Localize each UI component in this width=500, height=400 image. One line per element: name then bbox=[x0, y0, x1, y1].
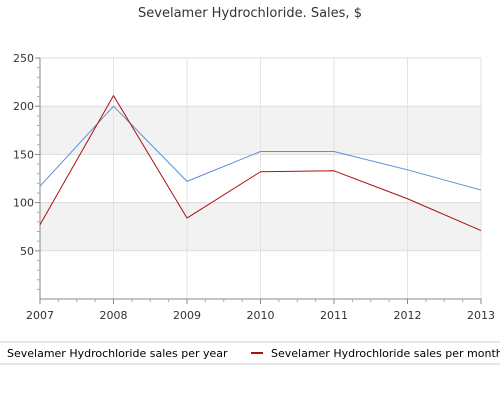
y-tick-label: 100 bbox=[13, 197, 34, 210]
x-tick-label: 2008 bbox=[100, 309, 128, 322]
x-tick-label: 2009 bbox=[173, 309, 201, 322]
x-tick-label: 2013 bbox=[467, 309, 495, 322]
legend: Sevelamer Hydrochloride sales per year Se… bbox=[0, 341, 500, 365]
y-tick-label: 250 bbox=[13, 52, 34, 65]
series-line-2 bbox=[39, 95, 482, 232]
chart-title: Sevelamer Hydrochloride. Sales, $ bbox=[138, 6, 362, 21]
y-tick-label: 50 bbox=[20, 245, 34, 258]
x-tick-label: 2011 bbox=[320, 309, 348, 322]
x-tick-label: 2010 bbox=[247, 309, 275, 322]
y-axis-ticks: 50 100 150 200 250 bbox=[13, 52, 40, 290]
legend-label-series-2: Sevelamer Hydrochloride sales per month bbox=[271, 347, 500, 360]
y-tick-label: 150 bbox=[13, 148, 34, 161]
series-line-1 bbox=[39, 105, 482, 191]
y-tick-label: 200 bbox=[13, 100, 34, 113]
legend-label-series-1: Sevelamer Hydrochloride sales per year bbox=[7, 347, 228, 360]
series-lines bbox=[39, 95, 482, 232]
x-tick-label: 2012 bbox=[394, 309, 422, 322]
x-tick-label: 2007 bbox=[26, 309, 54, 322]
x-axis-ticks: 2007 2008 2009 2010 2011 2012 2013 bbox=[26, 299, 495, 322]
